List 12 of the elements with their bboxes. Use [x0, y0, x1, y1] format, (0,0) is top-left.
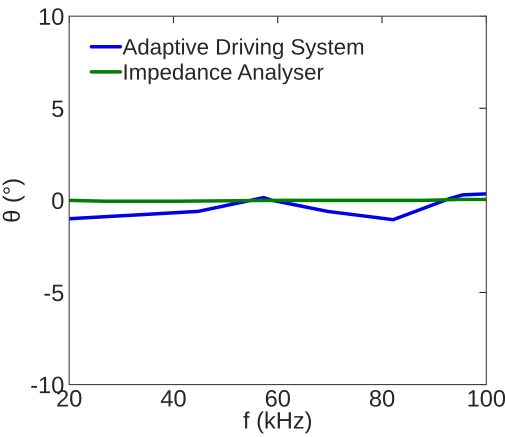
x-tick-label: 100 [468, 390, 505, 407]
legend-label: Impedance Analyser [124, 64, 324, 84]
y-tick-label: 5 [52, 100, 64, 118]
y-axis-title: θ (°) [2, 179, 25, 222]
x-tick-label: 80 [370, 390, 394, 407]
legend-label: Adaptive Driving System [122, 38, 364, 60]
x-tick-label: 40 [160, 390, 186, 407]
y-tick-label: -5 [44, 284, 64, 302]
y-tick-label: 10 [40, 8, 64, 25]
x-axis-title: f (kHz) [243, 411, 312, 434]
y-tick-label: 0 [52, 192, 64, 210]
x-tick-label: 60 [266, 390, 290, 407]
